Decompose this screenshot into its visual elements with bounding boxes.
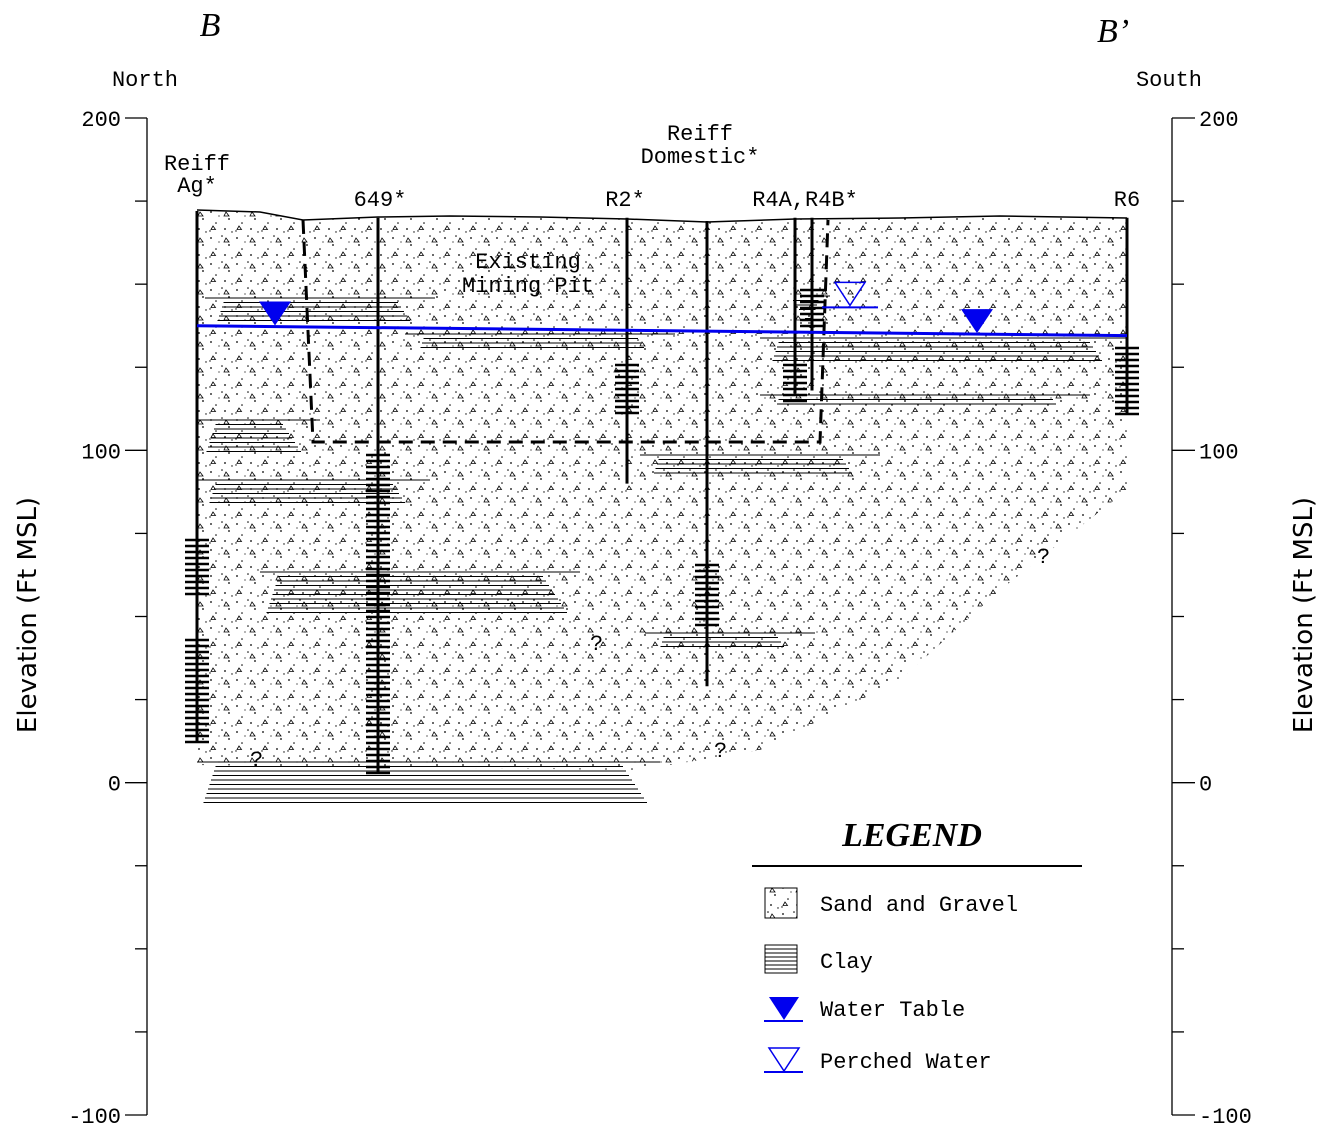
tick-label: 100 xyxy=(81,440,121,465)
well-label: Reiff xyxy=(164,152,230,177)
well-label: Domestic* xyxy=(641,145,760,170)
tick-label: -100 xyxy=(68,1105,121,1130)
direction: South xyxy=(1136,68,1202,93)
tick-label: 200 xyxy=(81,108,121,133)
well-label: R6 xyxy=(1114,188,1140,213)
direction: North xyxy=(112,68,178,93)
legend-swatch xyxy=(764,887,798,919)
sand-gravel xyxy=(197,210,1127,770)
question: ? xyxy=(1037,545,1050,570)
tick-label: 0 xyxy=(1199,773,1212,798)
well-label: Reiff xyxy=(667,122,733,147)
legend-label: Perched Water xyxy=(820,1050,992,1075)
section-end: B’ xyxy=(1097,13,1129,50)
question: ? xyxy=(714,739,727,764)
water-table-symbol xyxy=(259,301,291,326)
legend-label: Clay xyxy=(820,950,873,975)
well-label: 649* xyxy=(354,188,407,213)
legend-label: Sand and Gravel xyxy=(820,893,1018,918)
tick-label: -100 xyxy=(1199,1105,1252,1130)
clay-lenses xyxy=(197,295,1127,803)
pit-label: Mining Pit xyxy=(462,274,594,299)
legend-swatch xyxy=(769,997,799,1020)
axis-label: Elevation (Ft MSL) xyxy=(13,497,43,733)
question: ? xyxy=(590,632,603,657)
legend-swatch xyxy=(767,1047,801,1073)
tick-label: 0 xyxy=(108,773,121,798)
tick-label: 200 xyxy=(1199,108,1239,133)
water-table-symbol xyxy=(961,309,993,334)
water-table xyxy=(196,324,1128,338)
legend-swatch xyxy=(764,944,798,974)
legend: LEGEND Sand and Gravel Clay Water Table … xyxy=(752,817,1082,1075)
tick-label: 100 xyxy=(1199,440,1239,465)
section-start: B xyxy=(200,7,221,44)
well-label: Ag* xyxy=(177,174,217,199)
pit-label: Existing xyxy=(475,250,581,275)
legend-title: LEGEND xyxy=(841,817,982,854)
perched-symbol xyxy=(833,281,867,307)
well-label: R2* xyxy=(605,188,645,213)
legend-label: Water Table xyxy=(820,998,965,1023)
axis-label: Elevation (Ft MSL) xyxy=(1289,497,1319,733)
question: ? xyxy=(250,748,263,773)
ground-surface xyxy=(196,209,1128,223)
swatch-box xyxy=(764,944,798,974)
well-label: R4A,R4B* xyxy=(752,188,858,213)
